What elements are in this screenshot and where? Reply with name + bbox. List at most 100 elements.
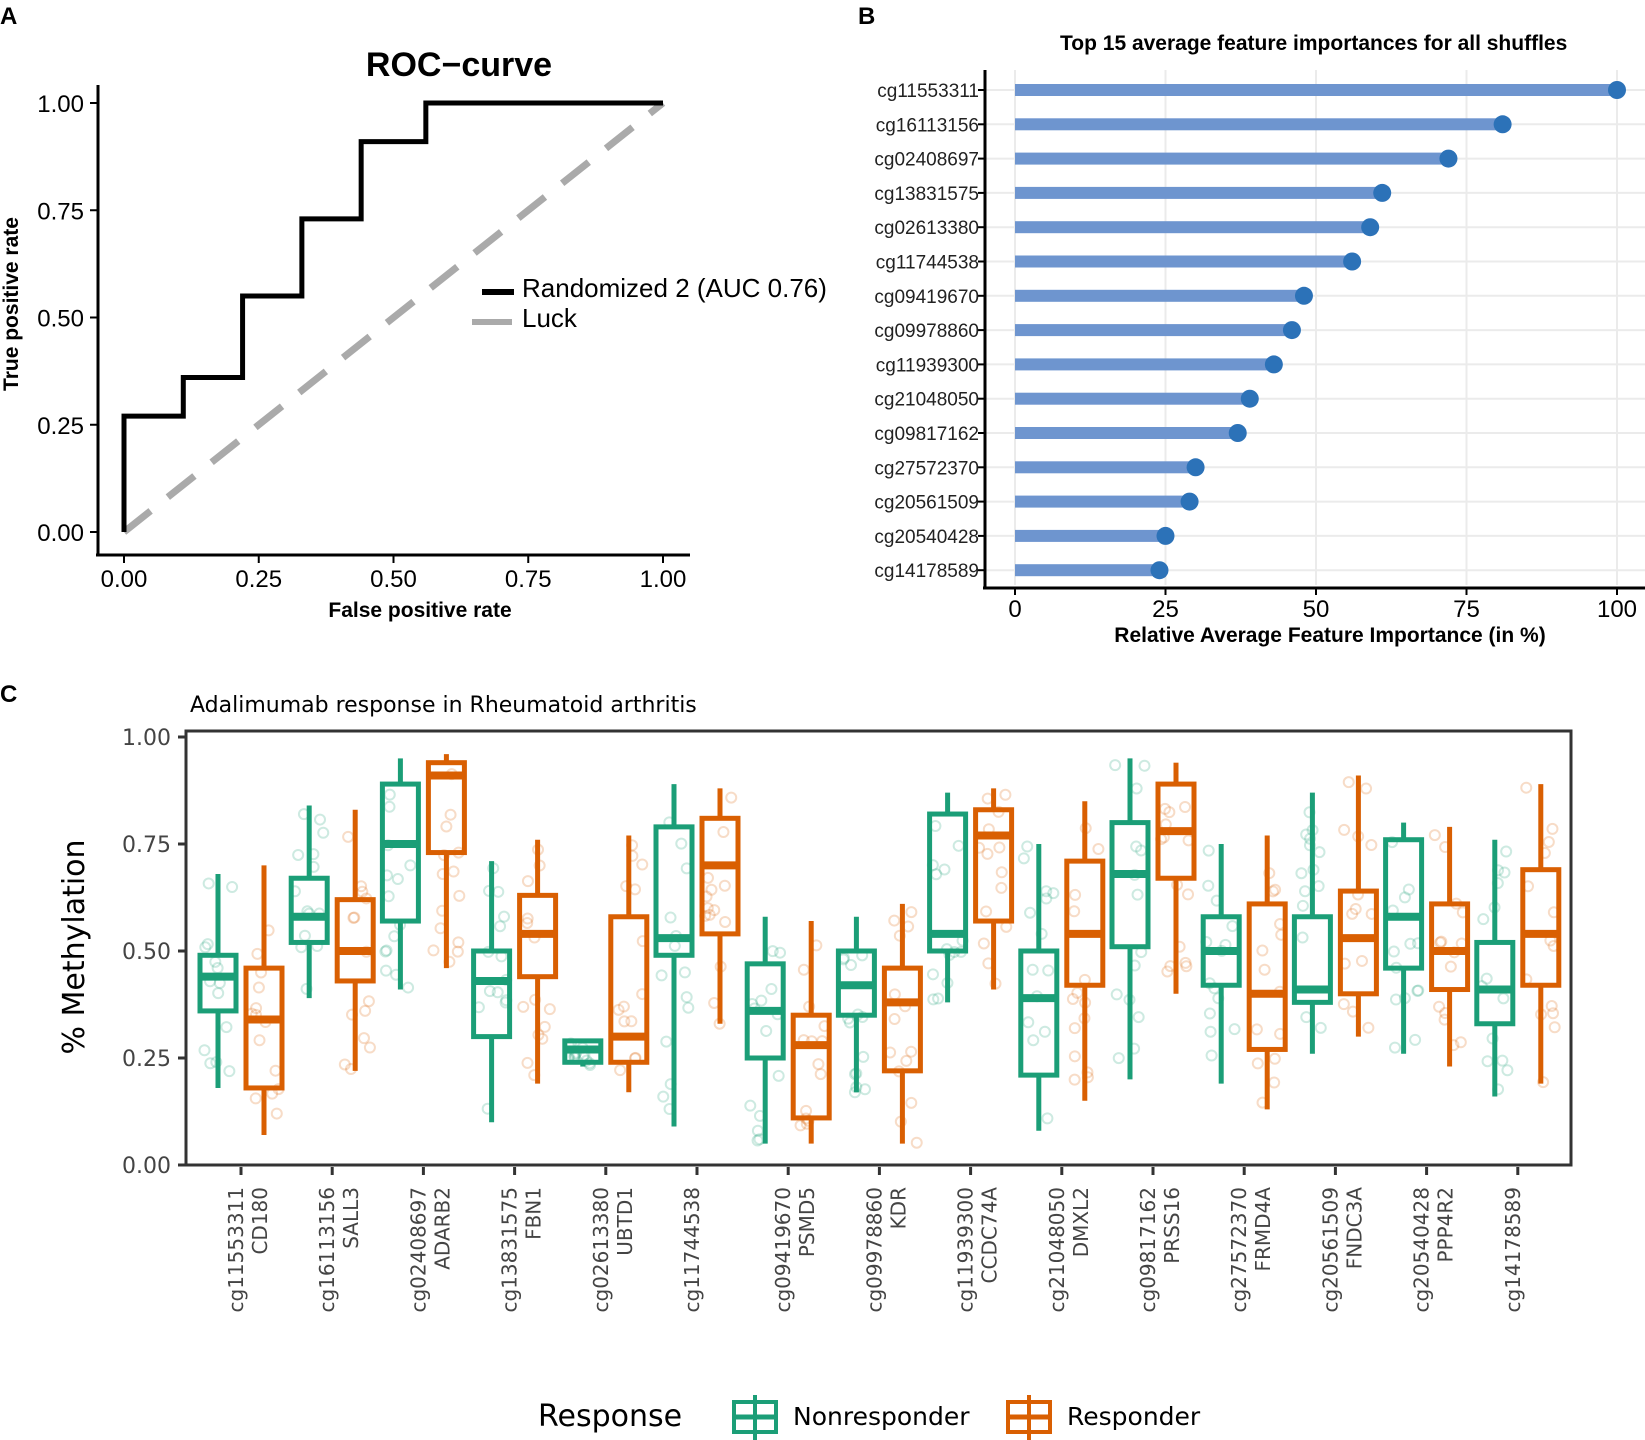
roc-x-tick-label: 0.25 <box>235 566 282 593</box>
methylation-y-tick-label: 0.50 <box>122 940 171 965</box>
nonresponder-box-point <box>1404 937 1417 950</box>
methylation-gene-label: DMXL2 <box>1069 1187 1093 1257</box>
nonresponder-box-point <box>1226 920 1239 933</box>
responder-box-point <box>1365 839 1378 852</box>
importance-bar <box>1015 529 1166 542</box>
methylation-y-tick-label: 0.25 <box>122 1047 171 1072</box>
nonresponder-box-point <box>198 1044 211 1057</box>
responder-box-point <box>1542 835 1555 848</box>
nonresponder-box-point <box>1296 899 1309 912</box>
responder-box-point <box>1250 1023 1263 1036</box>
nonresponder-box-point <box>380 964 393 977</box>
responder-box-point <box>1068 905 1081 918</box>
roc-x-tick-label: 1.00 <box>640 566 687 593</box>
responder-box-point <box>1251 1057 1264 1070</box>
responder-box-point <box>995 881 1008 894</box>
nonresponder-box-point <box>202 877 215 890</box>
nonresponder-box-point <box>1130 840 1143 853</box>
responder-box-point <box>342 830 355 843</box>
nonresponder-box-point <box>220 1021 233 1034</box>
responder-box-point <box>1454 1036 1467 1049</box>
responder-box-point <box>543 1003 556 1016</box>
methylation-x-tick-label: cg16113156 <box>315 1187 339 1313</box>
nonresponder-box-point <box>744 1099 757 1112</box>
responder-box-point <box>1428 829 1441 842</box>
nonresponder-box-box <box>1018 948 1060 1078</box>
nonresponder-box-point <box>675 837 688 850</box>
importance-title: Top 15 average feature importances for a… <box>1060 32 1567 55</box>
methylation-x-tick-label: cg14178589 <box>1501 1187 1525 1313</box>
responder-box-point <box>348 911 361 924</box>
roc-y-tick-label: 0.75 <box>37 198 84 225</box>
responder-box-point <box>1433 1000 1446 1013</box>
methylation-gene-label: FRMD4A <box>1251 1187 1275 1272</box>
nonresponder-box-point <box>494 920 507 933</box>
methylation-gene-label: ADARB2 <box>430 1187 454 1270</box>
methylation-gene-label: FNDC3A <box>1342 1187 1366 1270</box>
responder-box-point <box>981 847 994 860</box>
nonresponder-box-point <box>1409 1033 1422 1046</box>
importance-point <box>1156 526 1175 545</box>
methylation-x-tick-label: cg13831575 <box>498 1187 522 1313</box>
responder-box-point <box>888 988 901 1001</box>
roc-panel: ROC−curve 0.00 0.25 0.50 0.75 1.000.000.250.… <box>0 46 827 622</box>
legend-keys <box>732 1395 1052 1440</box>
responder-box-point <box>270 1107 283 1120</box>
importance-point <box>1493 115 1512 134</box>
importance-point <box>1240 389 1259 408</box>
responder-box-point <box>612 1003 625 1016</box>
responder-box-point <box>1068 1050 1081 1063</box>
importance-bar <box>1015 358 1274 371</box>
roc-y-tick-label: 0.25 <box>37 413 84 440</box>
responder-box-point <box>708 904 721 917</box>
legend-label-luck: Luck <box>522 303 578 333</box>
responder-box-point <box>814 1068 827 1081</box>
importance-x-axis-label: Relative Average Feature Importance (in … <box>1114 624 1545 647</box>
responder-box-point <box>1069 888 1082 901</box>
importance-category-label: cg11553311 <box>877 81 979 102</box>
responder-box-point <box>1338 823 1351 836</box>
legend-title: Response <box>538 1399 682 1434</box>
responder-box-point <box>1163 806 1176 819</box>
methylation-gene-label: KDR <box>886 1187 910 1230</box>
importance-bar <box>1015 427 1238 439</box>
importance-point <box>1439 149 1458 168</box>
responder-box-point <box>905 1045 918 1058</box>
nonresponder-box-point <box>655 969 668 982</box>
responder-box-point <box>1546 822 1559 835</box>
responder-box-point <box>357 1032 370 1045</box>
nonresponder-box-point <box>678 966 691 979</box>
responder-box-point <box>253 1034 266 1047</box>
nonresponder-box-point <box>1501 1064 1514 1077</box>
responder-box-point <box>705 883 718 896</box>
importance-category-label: cg14178589 <box>874 561 979 582</box>
nonresponder-box-point <box>1138 759 1151 772</box>
nonresponder-box-point <box>199 941 212 954</box>
responder-box-point <box>725 791 738 804</box>
methylation-gene-label: CCDC74A <box>978 1187 1002 1284</box>
nonresponder-box-point <box>1205 1049 1218 1062</box>
responder-box-point <box>1068 1073 1081 1086</box>
methylation-x-tick-label: cg11744538 <box>680 1187 704 1313</box>
responder-box-point <box>538 1020 551 1033</box>
nonresponder-box-point <box>317 826 330 839</box>
importance-category-label: cg27572370 <box>874 458 979 479</box>
responder-box-point <box>347 911 360 924</box>
methylation-gene-label: SALL3 <box>339 1187 363 1249</box>
importance-category-label: cg11744538 <box>876 253 979 274</box>
methylation-plot-frame <box>184 729 1573 1167</box>
importance-bar <box>1015 392 1250 405</box>
responder-box-point <box>338 1058 351 1071</box>
nonresponder-box-point <box>1412 984 1425 997</box>
responder-box-point <box>1337 998 1350 1011</box>
importance-x-tick-label: 50 <box>1303 596 1330 623</box>
roc-y-axis-label: True positive rate <box>0 217 23 391</box>
responder-box-point <box>900 1054 913 1067</box>
nonresponder-box-box <box>927 811 969 954</box>
nonresponder-box-point <box>388 930 401 943</box>
nonresponder-box-point <box>1027 1034 1040 1047</box>
responder-box-point <box>521 912 534 925</box>
nonresponder-box-box <box>471 948 513 1040</box>
nonresponder-box-point <box>209 955 222 968</box>
methylation-x-tick-label: cg09419670 <box>771 1187 795 1313</box>
